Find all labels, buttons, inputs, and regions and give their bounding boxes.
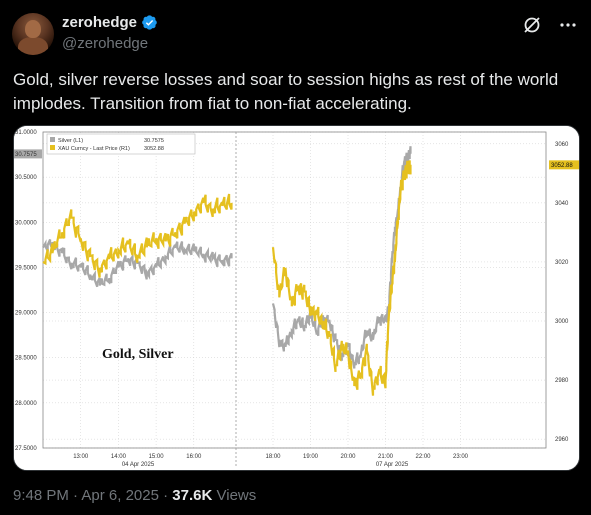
tweet-media-chart[interactable]: 31.0000 30.7575 30.5000 30.0000 29.5000 29.00… (13, 125, 580, 471)
x-date-label-1: 04 Apr 2025 (122, 462, 155, 468)
right-tick-label: 2960 (555, 437, 569, 443)
left-last-value-box (14, 149, 42, 159)
right-last-value-label: 3052.88 (551, 163, 573, 169)
right-tick-label: 3000 (555, 319, 569, 325)
tweet-meta: 9:48 PM · Apr 6, 2025 · 37.6K Views (13, 487, 256, 504)
silver-series-line-0 (42, 239, 233, 288)
left-tick-label: 31.0000 (15, 130, 37, 136)
chart-annotation: Gold, Silver (102, 347, 174, 362)
meta-separator: · (158, 487, 173, 504)
author-handle[interactable]: @zerohedge (62, 35, 149, 52)
x-axis: 13:00 14:00 15:00 16:00 18:00 19:00 20:00 21:00… (73, 454, 469, 460)
tweet-date[interactable]: Apr 6, 2025 (81, 487, 159, 504)
right-tick-label: 3060 (555, 142, 569, 148)
legend-value-silver: 30.7575 (144, 138, 164, 144)
left-axis: 31.0000 30.7575 30.5000 30.0000 29.5000 29.00… (14, 130, 42, 452)
right-tick-label: 2980 (555, 378, 569, 384)
x-tick-label: 22:00 (415, 454, 431, 460)
avatar[interactable] (12, 13, 54, 55)
left-tick-label: 30.5000 (15, 175, 37, 181)
left-tick-label: 30.0000 (15, 220, 37, 226)
x-tick-label: 23:00 (453, 454, 469, 460)
legend-value-gold: 3052.88 (144, 146, 164, 152)
x-tick-label: 15:00 (149, 454, 165, 460)
x-tick-label: 19:00 (303, 454, 319, 460)
legend-swatch-silver (50, 137, 55, 142)
x-tick-label: 20:00 (340, 454, 356, 460)
x-date-label-2: 07 Apr 2025 (376, 462, 409, 468)
x-tick-label: 18:00 (265, 454, 281, 460)
gold-silver-chart: 31.0000 30.7575 30.5000 30.0000 29.5000 29.00… (14, 126, 579, 470)
right-last-value-box (549, 160, 579, 170)
display-name[interactable]: zerohedge (62, 14, 138, 31)
grok-icon[interactable] (521, 14, 543, 36)
right-tick-label: 3040 (555, 201, 569, 207)
left-tick-label: 29.0000 (15, 311, 37, 317)
right-tick-label: 3020 (555, 260, 569, 266)
chart-legend: Silver (L1) 30.7575 XAU Curncy - Last Pr… (46, 133, 196, 155)
left-tick-label: 28.5000 (15, 356, 37, 362)
left-tick-label: 29.5000 (15, 265, 37, 271)
left-tick-label: 27.5000 (15, 446, 37, 452)
chart-series (42, 146, 412, 396)
legend-swatch-gold (50, 145, 55, 150)
author-name-row: zerohedge (62, 14, 158, 31)
x-tick-label: 13:00 (73, 454, 89, 460)
meta-separator: · (68, 487, 82, 504)
gold-series-line-1 (271, 160, 412, 396)
verified-badge-icon (142, 15, 157, 30)
more-options-icon[interactable] (557, 14, 579, 36)
views-label: Views (216, 487, 257, 504)
tweet-time[interactable]: 9:48 PM (13, 487, 69, 504)
left-tick-label: 30.7575 (15, 152, 37, 158)
plot-frame (42, 131, 547, 449)
top-actions (521, 14, 579, 36)
left-tick-label: 28.0000 (15, 401, 37, 407)
views-count: 37.6K (172, 487, 213, 504)
x-tick-label: 16:00 (186, 454, 202, 460)
x-tick-label: 14:00 (111, 454, 127, 460)
gold-series-line-0 (42, 193, 233, 278)
right-axis: 3060 3040 3020 3000 2980 2960 3052.88 (549, 142, 579, 443)
legend-label-gold: XAU Curncy - Last Price (R1) (58, 146, 130, 152)
legend-label-silver: Silver (L1) (58, 138, 83, 144)
tweet-text: Gold, silver reverse losses and soar to … (13, 70, 559, 113)
x-tick-label: 21:00 (378, 454, 394, 460)
